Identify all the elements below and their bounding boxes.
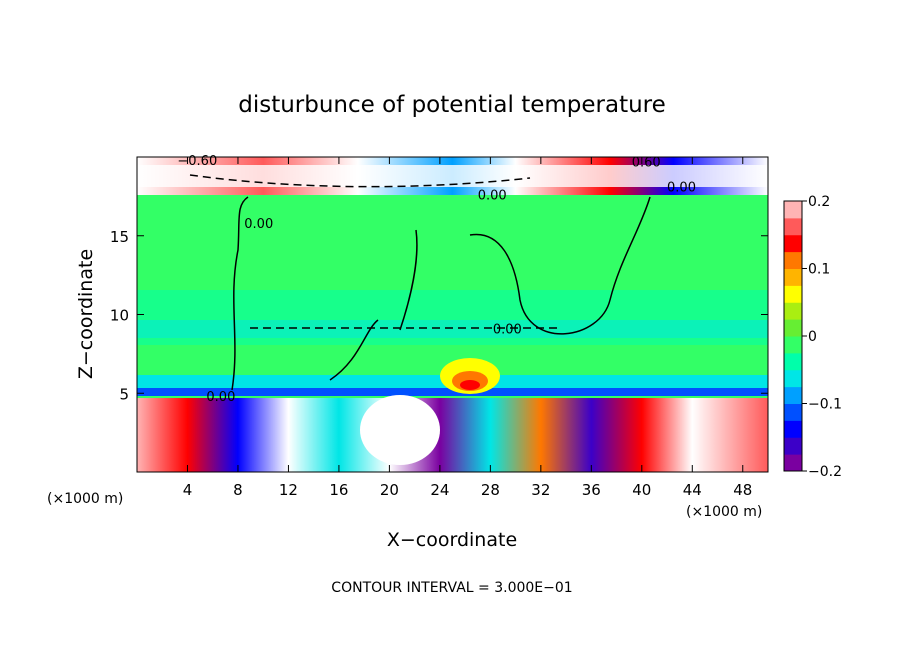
x-axis-ticks: 4 8 12 16 20 24 28 32 36 40 44 48 [183,157,752,499]
colorbar [783,200,803,472]
upper-layer-white [137,165,768,187]
colorbar-swatch [784,369,802,388]
x-tick-label: 44 [683,481,702,499]
colorbar-swatch [784,403,802,421]
y-tick-label: 5 [119,385,129,403]
contour-label: −0.60 [177,154,217,169]
colorbar-swatch [784,201,802,219]
x-unit-right: (×1000 m) [686,504,762,520]
colorbar-swatch [784,454,802,472]
x-tick-label: 4 [183,481,193,499]
x-tick-label: 20 [380,481,399,499]
contour-label: 0.00 [478,189,507,204]
colorbar-swatch [784,437,802,455]
x-tick-label: 28 [481,481,500,499]
colorbar-swatch [784,336,802,354]
colorbar-swatch [784,251,802,269]
x-axis-label: X−coordinate [387,529,517,551]
colorbar-tick-label: 0 [808,329,817,345]
contour-label: 0.00 [244,217,273,232]
y-tick-label: 10 [110,307,129,325]
colorbar-tick-label: −0.1 [808,397,842,413]
x-tick-label: 8 [233,481,243,499]
colorbar-swatch [784,386,802,404]
x-tick-label: 32 [531,481,550,499]
field-band-blue [137,388,768,396]
dashed-contour-line [189,174,560,329]
colorbar-swatch [784,302,802,320]
x-unit-left: (×1000 m) [47,491,123,507]
contour-labels: −0.60 0.60 0.00 0.00 0.00 0.00 0.00 [177,154,696,405]
zero-contour-line [231,196,651,391]
x-tick-label: 48 [733,481,752,499]
colorbar-swatch [784,217,802,236]
contour-label: 0.60 [632,155,661,170]
contour-interval-note: CONTOUR INTERVAL = 3.000E−01 [331,580,572,596]
colorbar-swatch [784,319,802,337]
colorbar-tick-label: −0.2 [808,464,842,480]
chart-title: disturbunce of potential temperature [238,92,666,118]
y-tick-label: 15 [110,228,129,246]
turbulent-region [360,395,440,465]
lower-layer [137,398,768,472]
colorbar-swatch [784,285,802,303]
x-tick-label: 36 [582,481,601,499]
colorbar-tick-label: 0.2 [808,194,830,210]
contour-label: 0.00 [206,390,235,405]
x-tick-label: 40 [632,481,651,499]
colorbar-swatch [784,420,802,438]
y-axis-label: Z−coordinate [75,249,97,379]
colorbar-tick-label: 0.1 [808,262,830,278]
colorbar-swatch [784,234,802,253]
colorbar-swatch [784,268,802,286]
plot-area [137,157,768,472]
y-axis-ticks: 5 10 15 [110,228,768,403]
x-tick-label: 24 [430,481,449,499]
colorbar-ticks: 0.2 0.1 0 −0.1 −0.2 [802,194,842,480]
field-band-cyan [137,320,768,338]
warm-anomaly-peak [460,380,480,390]
contour-label: 0.00 [493,322,522,337]
x-tick-label: 12 [279,481,298,499]
x-tick-label: 16 [329,481,348,499]
colorbar-swatch [784,352,802,371]
contour-label: 0.00 [667,181,696,196]
